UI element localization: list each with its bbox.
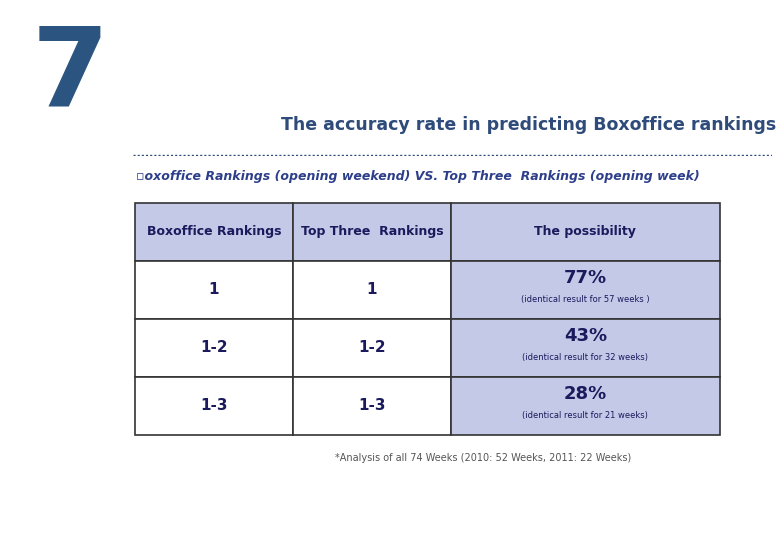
Bar bbox=[293, 261, 451, 319]
Bar bbox=[451, 202, 720, 261]
Text: ▫oxoffice Rankings (opening weekend) VS. Top Three  Rankings (opening week): ▫oxoffice Rankings (opening weekend) VS.… bbox=[136, 170, 700, 183]
Text: 1-2: 1-2 bbox=[358, 340, 385, 355]
Text: 1: 1 bbox=[209, 282, 219, 297]
Bar bbox=[293, 377, 451, 435]
Bar bbox=[135, 319, 293, 377]
Text: Top Three  Rankings: Top Three Rankings bbox=[300, 225, 443, 238]
Bar bbox=[135, 377, 293, 435]
Text: 43%: 43% bbox=[564, 327, 607, 345]
Bar bbox=[451, 319, 720, 377]
Text: (identical result for 57 weeks ): (identical result for 57 weeks ) bbox=[521, 295, 650, 304]
Text: 1-3: 1-3 bbox=[358, 398, 385, 413]
Bar bbox=[135, 202, 293, 261]
Text: Boxoffice Rankings: Boxoffice Rankings bbox=[147, 225, 281, 238]
Text: (identical result for 21 weeks): (identical result for 21 weeks) bbox=[523, 411, 648, 420]
Text: 1-2: 1-2 bbox=[200, 340, 228, 355]
Bar bbox=[135, 261, 293, 319]
Text: 1-3: 1-3 bbox=[200, 398, 228, 413]
Text: The accuracy rate in predicting Boxoffice rankings and Top Three: The accuracy rate in predicting Boxoffic… bbox=[281, 116, 780, 134]
Bar bbox=[293, 202, 451, 261]
Text: *Analysis of all 74 Weeks (2010: 52 Weeks, 2011: 22 Weeks): *Analysis of all 74 Weeks (2010: 52 Week… bbox=[335, 453, 632, 463]
Text: 77%: 77% bbox=[564, 269, 607, 287]
Text: (identical result for 32 weeks): (identical result for 32 weeks) bbox=[523, 353, 648, 362]
Bar bbox=[451, 377, 720, 435]
Bar bbox=[293, 319, 451, 377]
Text: The possibility: The possibility bbox=[534, 225, 636, 238]
Text: 28%: 28% bbox=[564, 385, 607, 403]
Bar bbox=[451, 261, 720, 319]
Text: 1: 1 bbox=[367, 282, 377, 297]
Text: 7: 7 bbox=[31, 22, 108, 129]
